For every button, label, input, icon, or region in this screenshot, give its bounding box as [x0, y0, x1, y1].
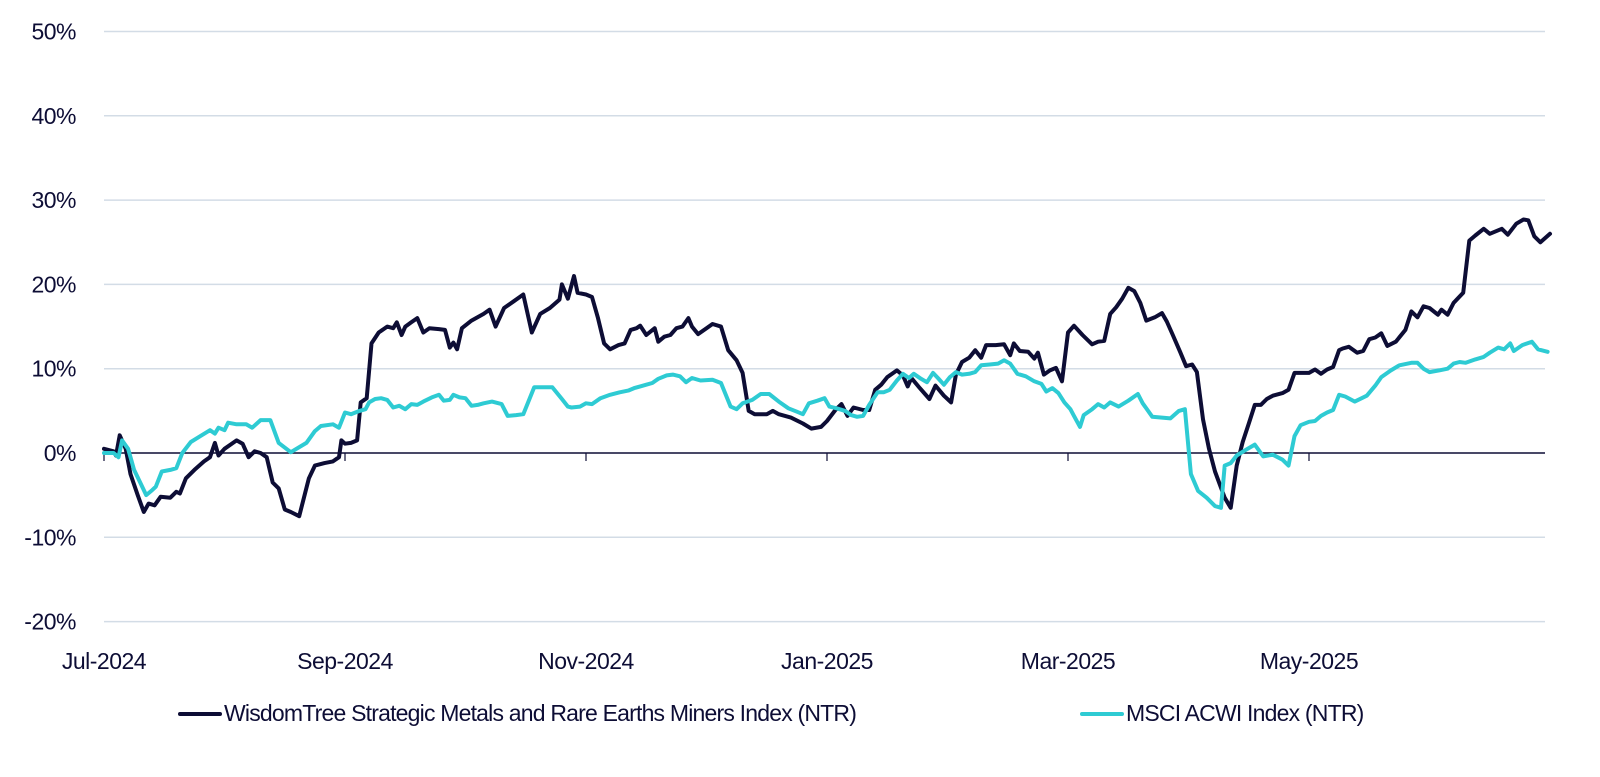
x-tick-label: May-2025	[1260, 648, 1358, 674]
series-lines	[102, 217, 1552, 519]
legend-swatch-wisdomtree	[178, 711, 222, 716]
series-line-msci-acwi	[102, 339, 1550, 510]
x-axis	[103, 452, 1545, 461]
y-tick-label: 30%	[31, 187, 76, 213]
x-tick-label: Jul-2024	[62, 648, 147, 674]
y-tick-label: 20%	[31, 271, 76, 297]
y-tick-label: 40%	[31, 103, 76, 129]
legend-swatch-msci-acwi	[1080, 711, 1124, 716]
y-tick-label: 10%	[31, 356, 76, 382]
y-tick-label: 0%	[44, 440, 76, 466]
legend-item-wisdomtree: WisdomTree Strategic Metals and Rare Ear…	[178, 700, 857, 727]
y-axis-ticks: -20% -10% 0% 10% 20% 30% 40% 50%	[24, 19, 76, 635]
y-tick-label: 50%	[31, 19, 76, 45]
legend-label-msci-acwi: MSCI ACWI Index (NTR)	[1126, 700, 1364, 726]
x-axis-tick-labels: Jul-2024 Sep-2024 Nov-2024 Jan-2025 Mar-2025…	[62, 648, 1359, 674]
x-tick-label: Mar-2025	[1021, 648, 1115, 674]
legend-item-msci-acwi: MSCI ACWI Index (NTR)	[1080, 700, 1364, 727]
y-tick-label: -10%	[24, 524, 76, 550]
x-tick-label: Jan-2025	[781, 648, 873, 674]
x-tick-label: Sep-2024	[297, 648, 393, 674]
gridlines	[104, 30, 1545, 623]
legend-label-wisdomtree: WisdomTree Strategic Metals and Rare Ear…	[224, 700, 857, 726]
line-chart: -20% -10% 0% 10% 20% 30% 40% 50% Jul-2024 Sep-20…	[24, 19, 1552, 674]
x-tick-label: Nov-2024	[538, 648, 634, 674]
legend: WisdomTree Strategic Metals and Rare Ear…	[0, 700, 1600, 740]
y-tick-label: -20%	[24, 609, 76, 635]
series-line-wisdomtree	[102, 217, 1552, 519]
